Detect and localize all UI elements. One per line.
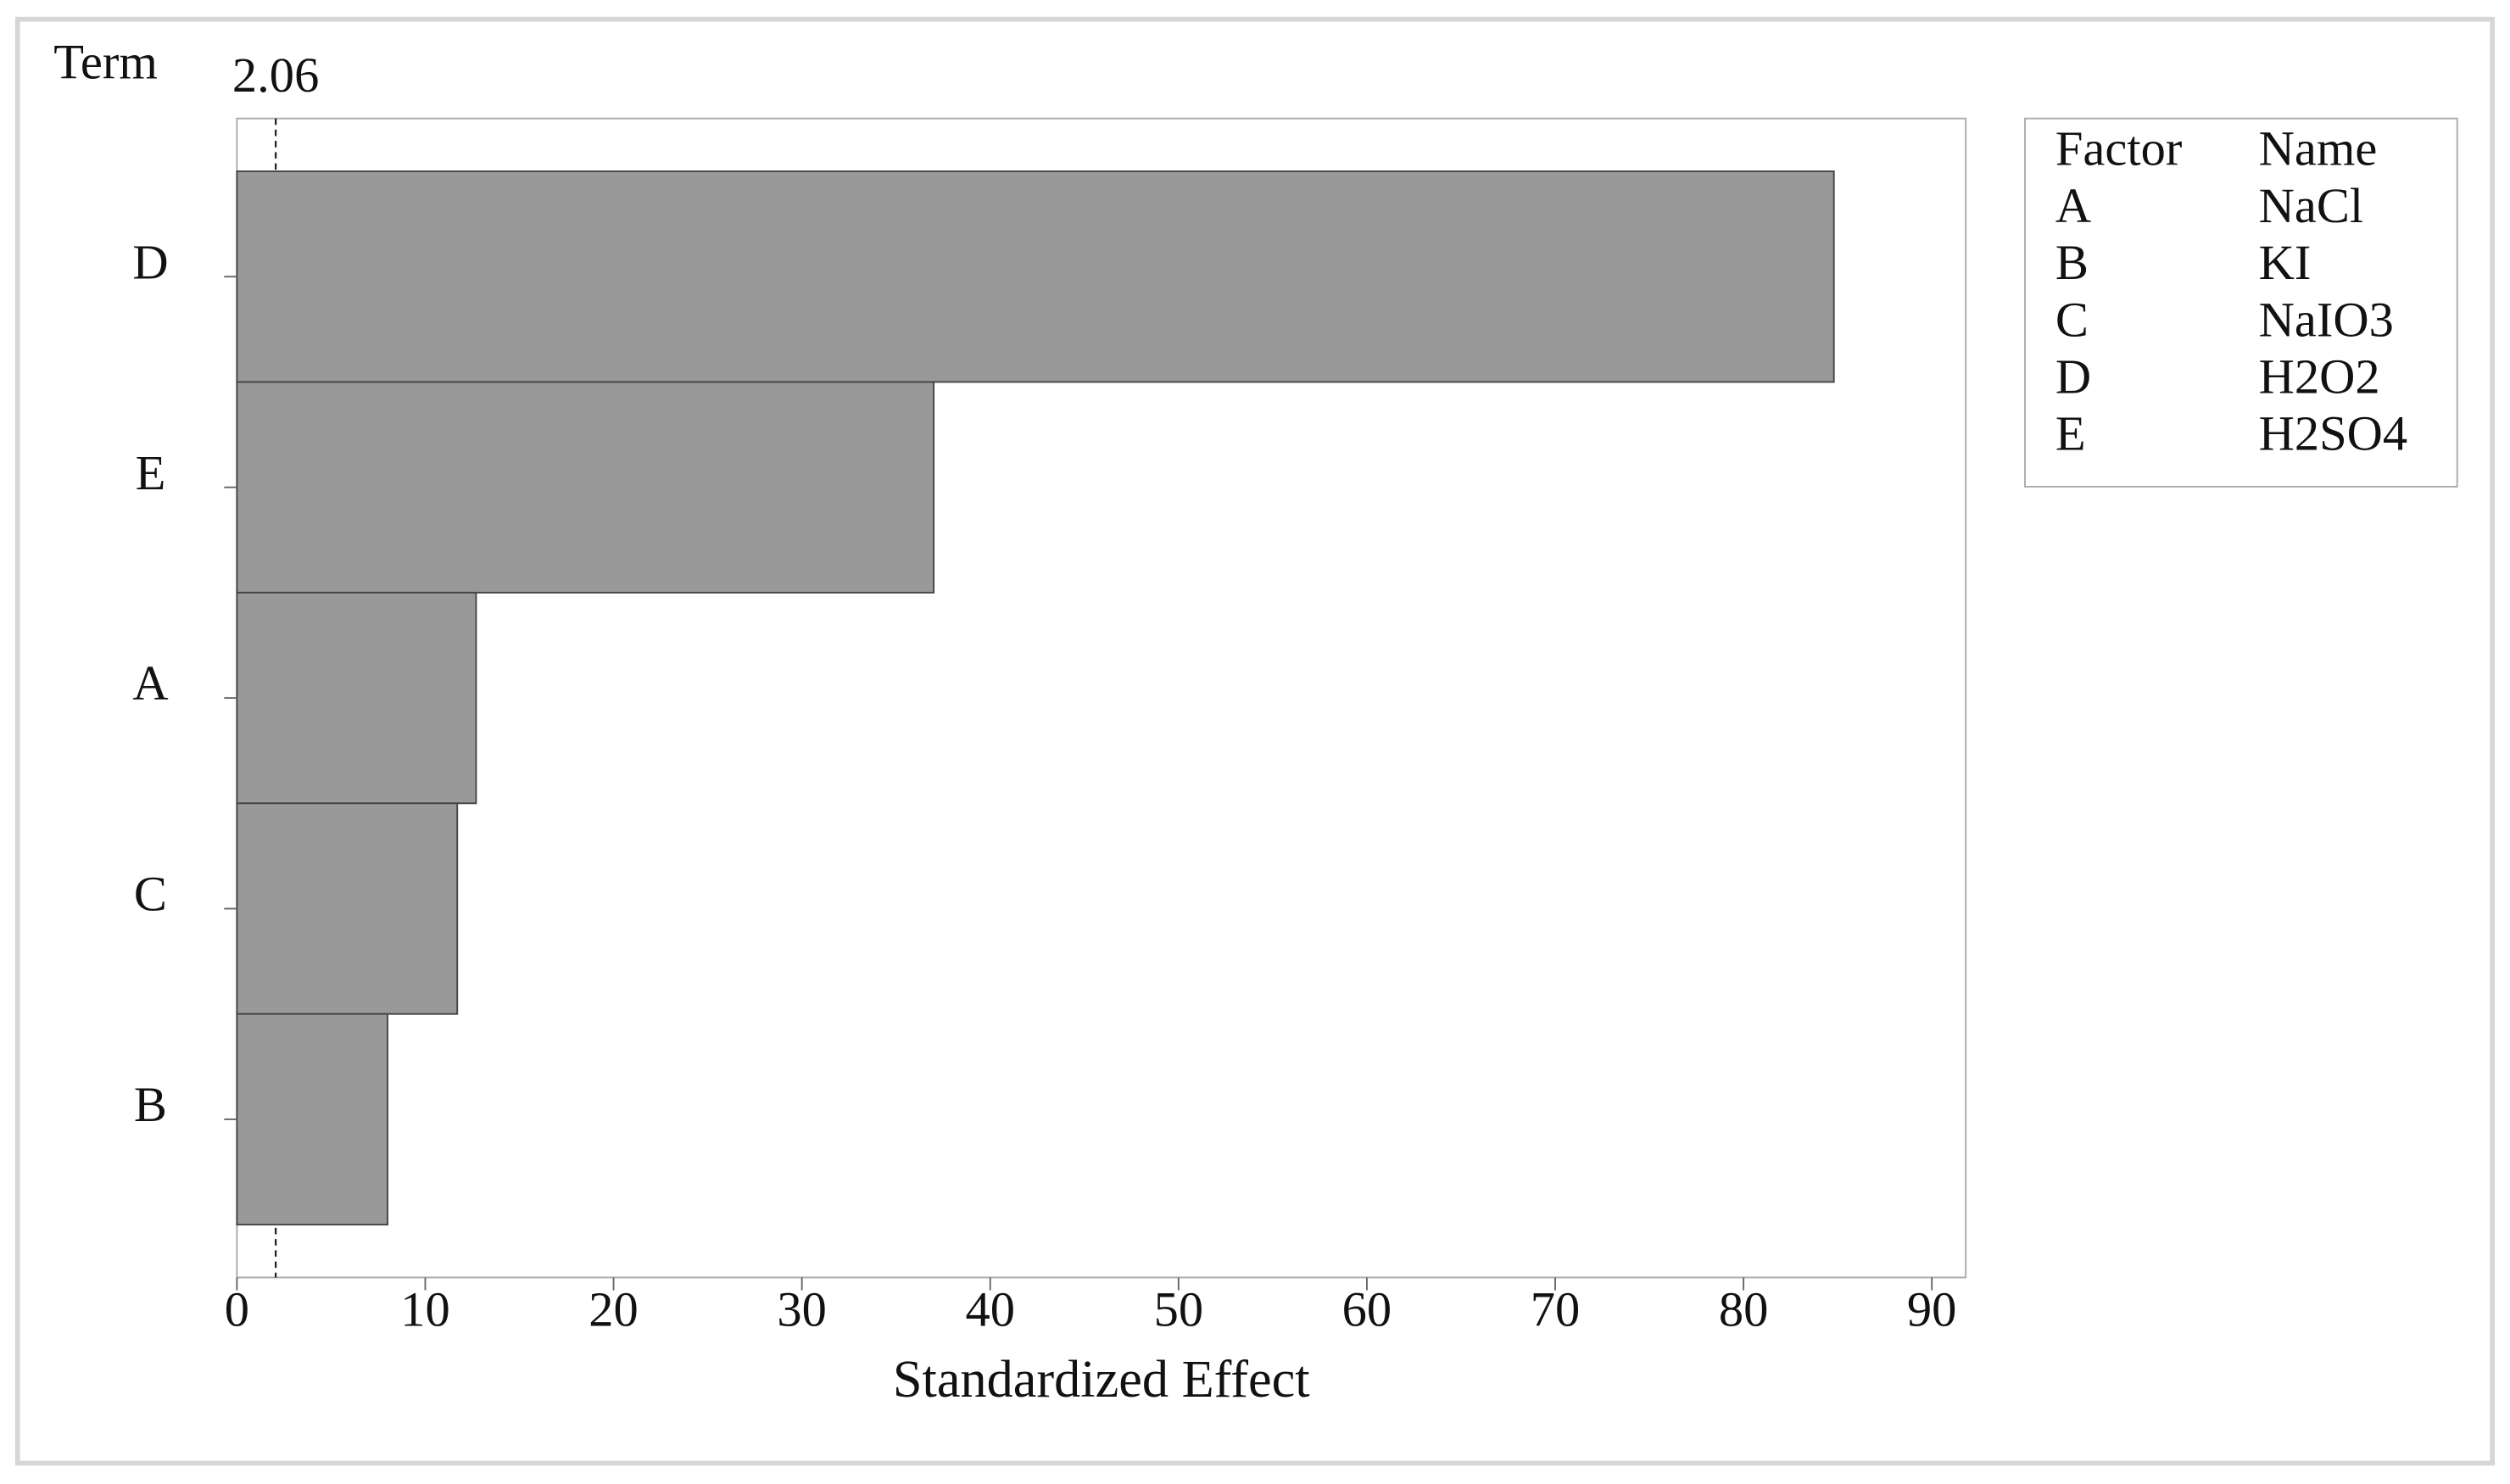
legend-cell: B — [2055, 235, 2089, 290]
x-axis-title: Standardized Effect — [893, 1350, 1310, 1409]
x-tick-label: 60 — [1342, 1281, 1392, 1336]
x-tick-label: 90 — [1907, 1281, 1957, 1336]
legend-header: Factor — [2055, 121, 2183, 176]
y-axis-title: Term — [53, 35, 158, 90]
legend-cell: E — [2055, 406, 2086, 461]
legend-cell: KI — [2259, 235, 2312, 290]
bar — [236, 170, 1835, 383]
x-tick-label: 40 — [965, 1281, 1015, 1336]
x-tick-label: 0 — [225, 1281, 249, 1336]
legend-cell: A — [2055, 178, 2091, 233]
legend-cell: NaIO3 — [2259, 292, 2394, 347]
x-tick-label: 20 — [588, 1281, 639, 1336]
bar — [236, 1013, 389, 1226]
legend-cell: H2SO4 — [2259, 406, 2408, 461]
x-tick-label: 30 — [777, 1281, 827, 1336]
legend-box — [2024, 117, 2458, 488]
legend-header: Name — [2259, 121, 2378, 176]
bar — [236, 802, 459, 1015]
x-tick-label: 80 — [1719, 1281, 1769, 1336]
bar — [236, 381, 935, 594]
legend-cell: C — [2055, 292, 2089, 347]
legend-cell: NaCl — [2259, 178, 2364, 233]
x-tick-label: 10 — [400, 1281, 450, 1336]
bar — [236, 591, 477, 805]
x-tick-label: 50 — [1154, 1281, 1204, 1336]
legend-cell: H2O2 — [2259, 349, 2380, 404]
y-tick-label: E — [136, 445, 166, 500]
y-tick-label: B — [134, 1077, 167, 1132]
y-tick-label: C — [134, 867, 167, 922]
x-tick-label: 70 — [1531, 1281, 1581, 1336]
reference-label: 2.06 — [232, 47, 319, 103]
y-tick-label: A — [132, 656, 168, 711]
legend-cell: D — [2055, 349, 2091, 404]
y-tick-label: D — [132, 234, 168, 289]
